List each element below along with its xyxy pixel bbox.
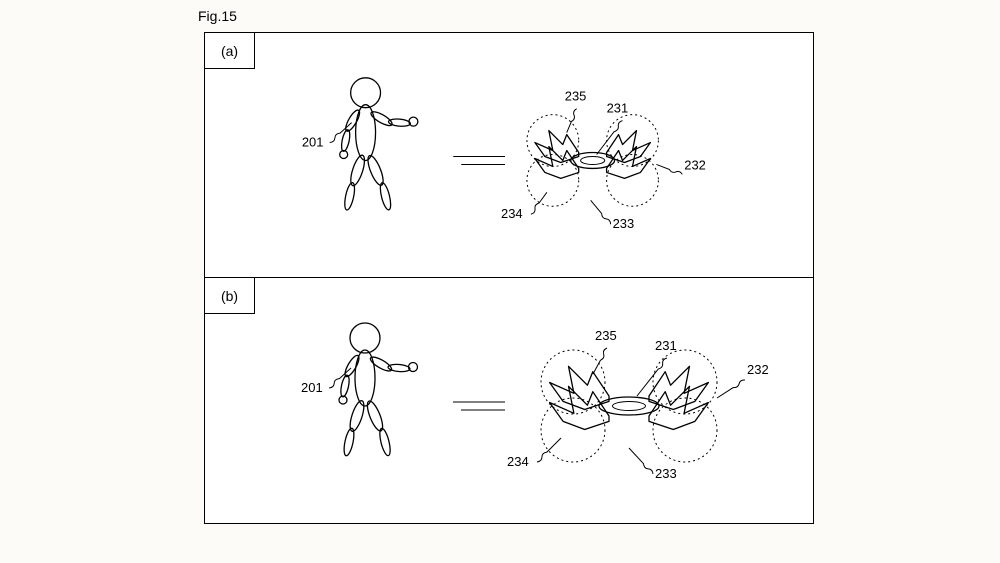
svg-text:231: 231: [655, 338, 677, 353]
panel-b-svg: 201 231 232 233 234 235: [205, 278, 813, 523]
svg-text:233: 233: [655, 466, 677, 481]
panel-a-svg: 201 231 232 233 234 235: [205, 33, 813, 277]
svg-text:201: 201: [301, 380, 323, 395]
figure-title: Fig.15: [198, 8, 237, 24]
svg-text:201: 201: [302, 135, 324, 150]
svg-text:232: 232: [684, 157, 706, 172]
svg-text:232: 232: [747, 362, 769, 377]
svg-text:235: 235: [565, 89, 587, 104]
svg-text:234: 234: [507, 454, 529, 469]
svg-text:235: 235: [595, 328, 617, 343]
svg-text:231: 231: [607, 101, 629, 116]
figure-container: (a) 201231232233234235 (b) 2012312322332…: [204, 32, 814, 524]
panel-b: (b) 201231232233234235: [205, 278, 813, 523]
svg-text:234: 234: [501, 206, 523, 221]
panel-a: (a) 201231232233234235: [205, 33, 813, 278]
svg-text:233: 233: [613, 216, 635, 231]
